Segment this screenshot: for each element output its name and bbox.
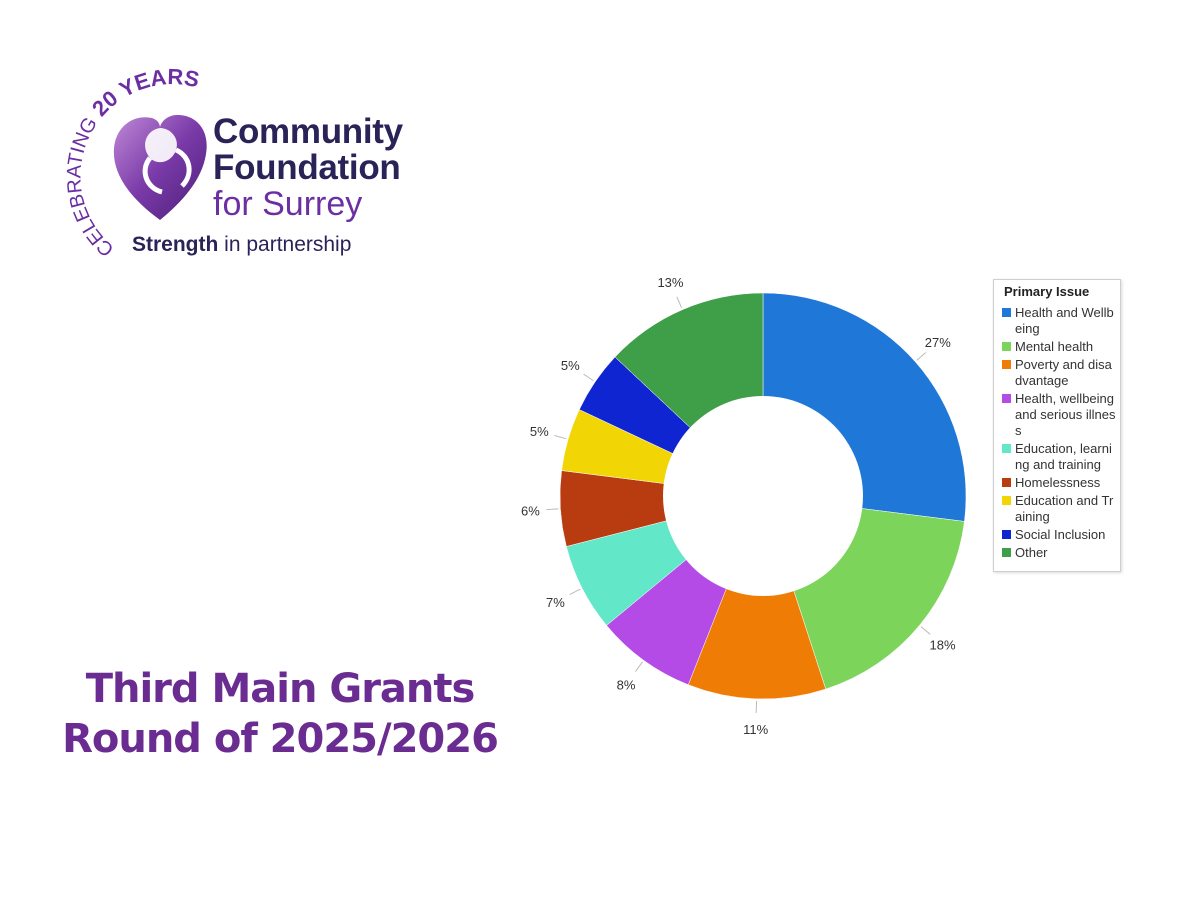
legend-label: Health, wellbeing and serious illness [1015,391,1116,438]
legend-item: Poverty and disadvantage [994,357,1120,391]
legend-item: Education and Training [994,493,1120,527]
legend-label: Social Inclusion [1015,527,1106,542]
legend-label: Education, learning and training [1015,441,1112,472]
label-leader-line [554,434,567,440]
percent-label: 8% [617,678,636,693]
headline: Third Main Grants Round of 2025/2026 [30,664,530,764]
logo: CELEBRATING20 YEARS Community Foundation… [40,55,460,270]
headline-line1: Third Main Grants [85,666,476,712]
legend-label: Health and Wellbeing [1015,305,1114,336]
legend-item: Mental health [994,339,1120,357]
label-leader-lines [546,296,931,713]
legend-swatch [1002,342,1011,351]
label-leader-line [676,296,683,309]
percent-label: 7% [546,595,565,610]
label-leader-line [920,626,931,635]
legend-item: Health and Wellbeing [994,305,1120,339]
legend-item: Homelessness [994,475,1120,493]
tagline-rest: in partnership [218,233,352,256]
percent-label: 27% [925,335,951,350]
percent-label: 18% [930,638,956,653]
org-name-line3: for Surrey [213,185,363,223]
headline-line2: Round of 2025/2026 [62,716,499,762]
legend-swatch [1002,360,1011,369]
legend-label: Other [1015,545,1048,560]
tagline: Strength in partnership [132,233,351,257]
percent-label: 5% [530,424,549,439]
legend-label: Poverty and disadvantage [1015,357,1112,388]
label-leader-line [546,508,559,511]
legend-label: Mental health [1015,339,1094,354]
legend-item: Other [994,545,1120,563]
legend-items: Health and Wellbeing Mental health Poverty… [994,305,1120,563]
heart-logo-icon [113,114,207,220]
percent-label: 5% [561,358,580,373]
label-leader-line [916,352,927,361]
legend-swatch [1002,394,1011,403]
legend-item: Social Inclusion [994,527,1120,545]
donut-hole [663,396,863,596]
legend-label: Homelessness [1015,475,1101,490]
chart-legend: Primary Issue Health and Wellbeing Mental… [993,279,1121,572]
org-name-line2: Foundation [213,148,401,187]
percent-label: 6% [521,504,540,519]
legend-item: Health, wellbeing and serious illness [994,391,1120,441]
legend-item: Education, learning and training [994,441,1120,475]
legend-swatch [1002,496,1011,505]
tagline-strong: Strength [132,233,219,256]
legend-swatch [1002,444,1011,453]
org-name-line1: Community [213,112,403,151]
anniversary-arc-text: CELEBRATING20 YEARS [63,64,201,261]
legend-label: Education and Training [1015,493,1114,524]
legend-swatch [1002,478,1011,487]
percent-label: 13% [657,275,683,290]
label-leader-line [635,661,643,672]
percent-label: 11% [743,722,768,737]
legend-swatch [1002,548,1011,557]
donut-slice [687,495,827,700]
label-leader-line [569,588,581,595]
percent-labels: 27% 18% 11% 8% 7% 6% 5% 5% 13% [521,275,956,737]
legend-swatch [1002,530,1011,539]
legend-swatch [1002,308,1011,317]
legend-title: Primary Issue [1004,284,1090,299]
label-leader-line [583,373,594,382]
